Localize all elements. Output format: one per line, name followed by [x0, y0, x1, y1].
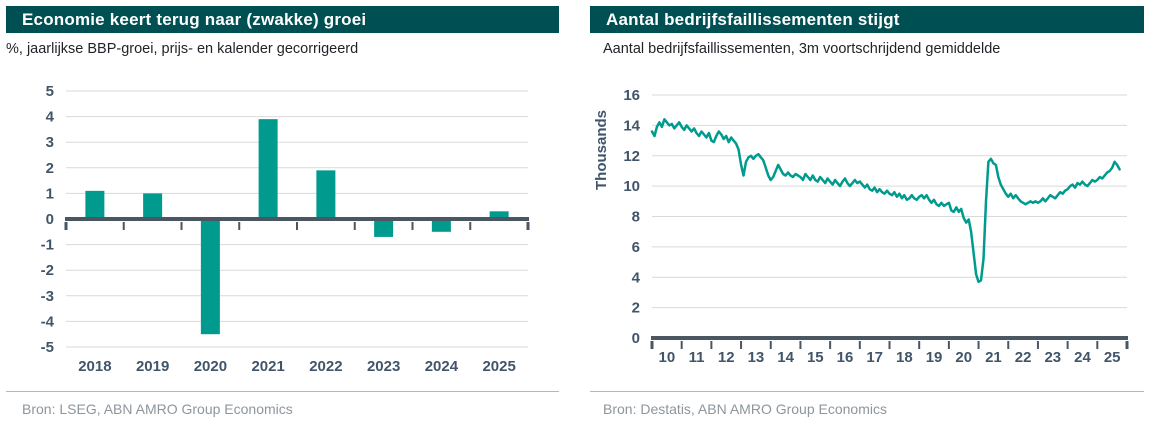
svg-text:2: 2 [46, 160, 54, 177]
svg-text:4: 4 [46, 109, 55, 126]
svg-text:21: 21 [985, 349, 1002, 366]
svg-text:23: 23 [1044, 349, 1061, 366]
gdp-chart-source: Bron: LSEG, ABN AMRO Group Economics [22, 401, 293, 417]
svg-text:2020: 2020 [194, 358, 227, 375]
svg-text:16: 16 [623, 87, 640, 104]
svg-text:11: 11 [689, 349, 705, 366]
insolvency-chart-title-bar: Aantal bedrijfsfaillissementen stijgt [590, 6, 1144, 33]
svg-text:2018: 2018 [78, 358, 111, 375]
svg-text:Thousands: Thousands [593, 110, 610, 190]
svg-text:24: 24 [1074, 349, 1091, 366]
svg-text:5: 5 [46, 83, 54, 100]
insolvency-chart-panel: Aantal bedrijfsfaillissementen stijgt Aa… [575, 0, 1150, 432]
svg-text:13: 13 [748, 349, 765, 366]
svg-text:18: 18 [896, 349, 913, 366]
svg-text:3: 3 [46, 134, 54, 151]
svg-text:19: 19 [926, 349, 943, 366]
svg-text:2025: 2025 [482, 358, 515, 375]
svg-text:12: 12 [623, 148, 640, 165]
svg-text:10: 10 [623, 178, 640, 195]
gdp-chart-title-bar: Economie keert terug naar (zwakke) groei [6, 6, 559, 33]
svg-text:0: 0 [46, 211, 54, 228]
divider-line [590, 391, 1144, 392]
svg-text:1: 1 [46, 185, 54, 202]
svg-text:-2: -2 [41, 262, 54, 279]
svg-text:-5: -5 [41, 339, 54, 356]
svg-text:14: 14 [623, 117, 640, 134]
svg-text:15: 15 [807, 349, 824, 366]
svg-text:8: 8 [632, 209, 640, 226]
svg-text:-3: -3 [41, 288, 54, 305]
svg-text:10: 10 [659, 349, 676, 366]
svg-text:6: 6 [632, 239, 640, 256]
insolvency-chart-source: Bron: Destatis, ABN AMRO Group Economics [603, 401, 887, 417]
svg-text:4: 4 [632, 269, 641, 286]
svg-text:2024: 2024 [425, 358, 459, 375]
svg-text:0: 0 [632, 330, 640, 347]
insolvency-chart-title: Aantal bedrijfsfaillissementen stijgt [606, 10, 900, 29]
insolvency-chart-subtitle: Aantal bedrijfsfaillissementen, 3m voort… [603, 41, 1001, 57]
gdp-chart-subtitle: %, jaarlijkse BBP-groei, prijs- en kalen… [6, 41, 359, 57]
svg-text:-4: -4 [41, 313, 55, 330]
svg-text:2019: 2019 [136, 358, 169, 375]
svg-text:25: 25 [1104, 349, 1121, 366]
divider-line [6, 391, 559, 392]
svg-text:2023: 2023 [367, 358, 400, 375]
svg-text:2021: 2021 [251, 358, 284, 375]
svg-text:20: 20 [955, 349, 972, 366]
gdp-chart-panel: Economie keert terug naar (zwakke) groei… [6, 6, 559, 417]
svg-text:22: 22 [1015, 349, 1032, 366]
svg-text:2: 2 [632, 300, 640, 317]
gdp-chart-title: Economie keert terug naar (zwakke) groei [22, 10, 367, 29]
svg-text:16: 16 [837, 349, 854, 366]
svg-text:14: 14 [777, 349, 794, 366]
svg-text:2022: 2022 [309, 358, 342, 375]
svg-text:-1: -1 [41, 237, 54, 254]
gdp-bar-chart: -5 -4 -3 -2 -1 0 1 2 3 4 5 2018 2019 2020 2021 2022 2023… [41, 83, 530, 375]
svg-text:17: 17 [866, 349, 883, 366]
svg-text:12: 12 [718, 349, 735, 366]
